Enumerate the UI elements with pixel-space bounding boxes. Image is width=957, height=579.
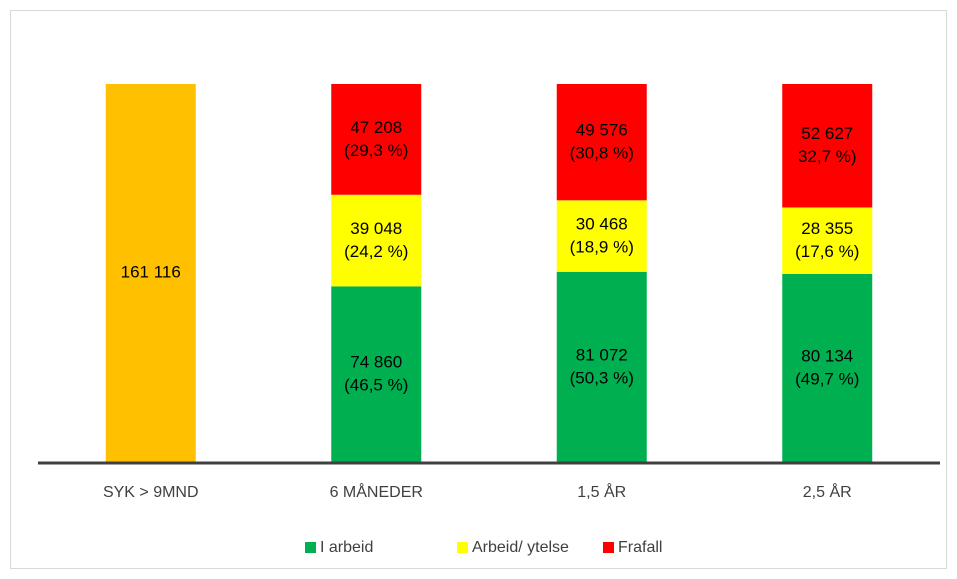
- data-label: 161 116: [121, 262, 181, 281]
- bar-segment: [556, 271, 647, 462]
- data-label: 49 576: [576, 121, 628, 140]
- bar-segment: [782, 84, 873, 208]
- data-label: 81 072: [576, 345, 628, 364]
- x-tick-label: 6 MÅNEDER: [330, 482, 423, 501]
- data-label: 52 627: [801, 124, 853, 143]
- data-label: 30 468: [576, 215, 628, 234]
- legend-swatch: [603, 542, 614, 553]
- percent-label: (46,5 %): [344, 376, 408, 395]
- legend-swatch: [457, 542, 468, 553]
- data-label: 39 048: [350, 219, 402, 238]
- percent-label: (30,8 %): [570, 144, 634, 163]
- bar: [105, 84, 196, 462]
- bar-segment: [556, 200, 647, 272]
- legend-label: I arbeid: [320, 539, 373, 556]
- percent-label: (17,6 %): [795, 242, 859, 261]
- bar-segment: [331, 194, 422, 287]
- legend-label: Frafall: [618, 539, 662, 556]
- data-label: 74 860: [350, 353, 402, 372]
- data-label: 47 208: [350, 118, 402, 137]
- data-label: 28 355: [801, 219, 853, 238]
- x-tick-label: SYK > 9MND: [103, 484, 199, 501]
- legend-label: Arbeid/ ytelse: [472, 539, 569, 556]
- percent-label: (50,3 %): [570, 368, 634, 387]
- percent-label: 32,7 %): [798, 147, 857, 166]
- bar-segment: [331, 84, 422, 195]
- data-label: 80 134: [801, 346, 853, 365]
- percent-label: (49,7 %): [795, 369, 859, 388]
- percent-label: (18,9 %): [570, 238, 634, 257]
- legend-swatch: [305, 542, 316, 553]
- x-tick-label: 2,5 ÅR: [803, 482, 852, 501]
- bar-segment: [556, 84, 647, 201]
- bar-segment: [782, 273, 873, 462]
- x-tick-label: 1,5 ÅR: [577, 482, 626, 501]
- bar-segment: [331, 286, 422, 462]
- percent-label: (29,3 %): [344, 141, 408, 160]
- percent-label: (24,2 %): [344, 242, 408, 261]
- bar-segment: [782, 207, 873, 274]
